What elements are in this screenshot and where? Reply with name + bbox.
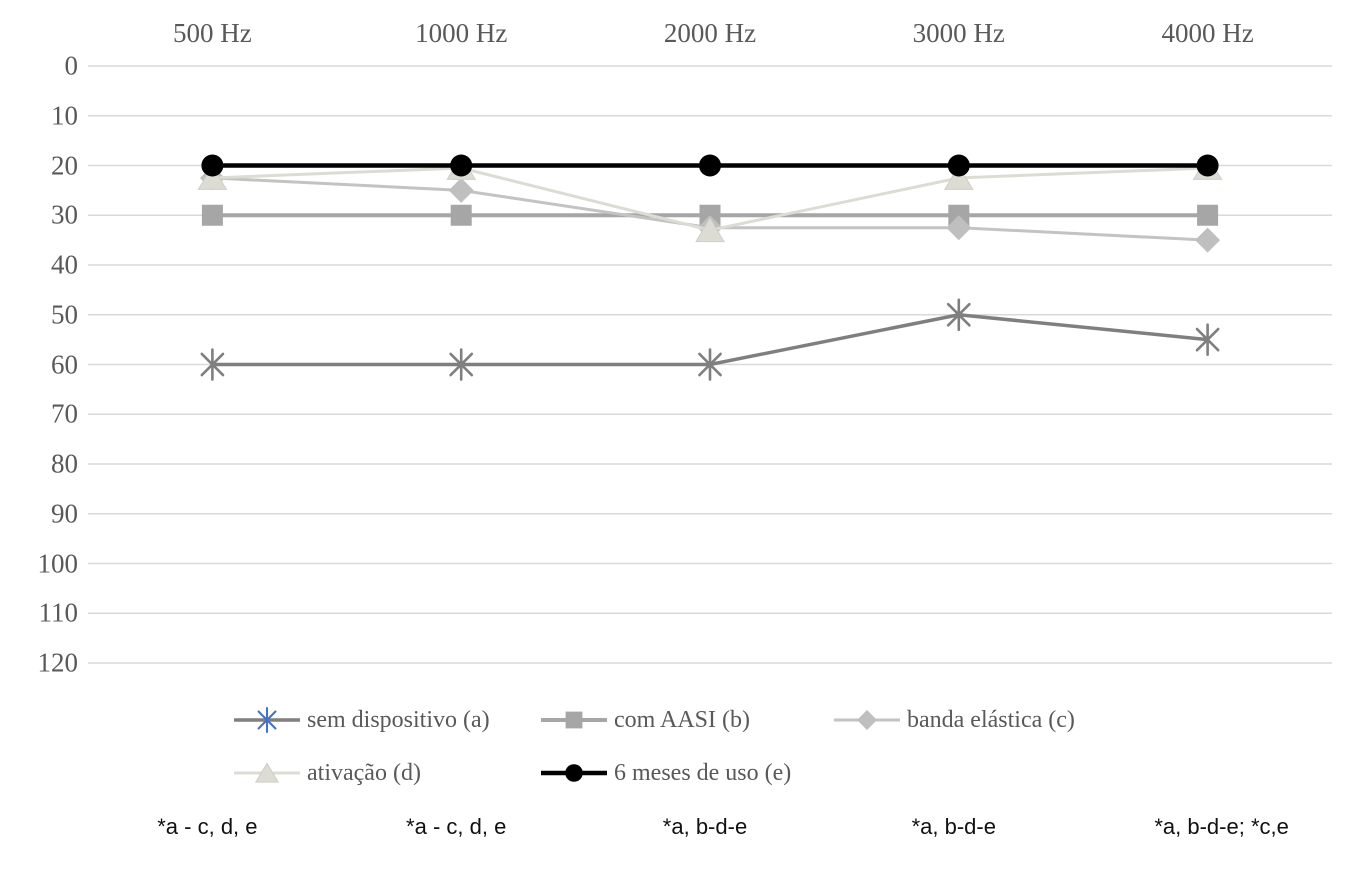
y-axis-label: 30	[51, 199, 78, 230]
asterisk-marker-icon	[698, 352, 722, 377]
diamond-marker-icon	[946, 215, 972, 241]
y-axis-label: 10	[51, 100, 78, 131]
circle-marker-icon	[565, 764, 583, 782]
annotation: *a - c, d, e	[406, 814, 507, 839]
circle-marker-icon	[699, 154, 721, 177]
legend-item: banda elástica (c)	[833, 705, 1075, 735]
legend-marker-icon	[234, 706, 300, 734]
legend-marker-icon	[541, 711, 607, 729]
triangle-marker-icon	[695, 217, 725, 243]
y-axis-label: 80	[51, 448, 78, 479]
legend-label: ativação (d)	[307, 759, 421, 786]
x-axis-label: 2000 Hz	[663, 18, 757, 48]
x-axis-label: 4000 Hz	[1161, 18, 1254, 48]
diamond-marker-icon	[1195, 227, 1221, 253]
square-marker-icon	[565, 711, 583, 729]
diamond-marker-icon	[857, 710, 877, 730]
x-axis-label: 500 Hz	[173, 18, 252, 48]
y-axis-label: 40	[51, 249, 78, 280]
legend-label: sem dispositivo (a)	[307, 706, 490, 733]
annotation: *a, b-d-e	[911, 814, 996, 839]
square-marker-icon	[1197, 204, 1219, 226]
asterisk-marker-icon	[449, 352, 474, 377]
x-axis-label: 3000 Hz	[912, 18, 1005, 48]
circle-marker-icon	[450, 154, 473, 177]
legend-marker-icon	[541, 764, 607, 782]
y-axis-label: 60	[51, 349, 78, 379]
annotation: *a, b-d-e; *c,e	[1154, 814, 1289, 839]
triangle-marker-icon	[197, 164, 228, 190]
legend-marker-icon	[834, 710, 900, 730]
diamond-marker-icon	[448, 177, 474, 203]
asterisk-marker-icon	[1195, 327, 1220, 352]
y-axis-label: 120	[37, 647, 79, 678]
y-axis-label: 90	[51, 498, 78, 529]
y-axis-label: 20	[51, 150, 78, 180]
legend-label: banda elástica (c)	[907, 706, 1075, 733]
legend-item: 6 meses de uso (e)	[540, 758, 791, 788]
legend-label: 6 meses de uso (e)	[614, 759, 792, 786]
y-axis-label: 0	[64, 50, 79, 81]
y-axis-label: 50	[51, 299, 78, 330]
triangle-marker-icon	[943, 164, 974, 190]
legend-label: com AASI (b)	[614, 706, 750, 733]
annotation: *a, b-d-e	[662, 814, 748, 839]
y-axis-label: 70	[51, 398, 78, 429]
y-axis-label: 100	[37, 548, 79, 578]
asterisk-marker-icon	[946, 302, 971, 327]
x-axis-label: 1000 Hz	[415, 18, 508, 48]
asterisk-marker-icon	[257, 710, 277, 730]
square-marker-icon	[450, 204, 472, 226]
legend-marker-icon	[234, 762, 300, 783]
circle-marker-icon	[201, 154, 224, 177]
circle-marker-icon	[1196, 154, 1219, 177]
triangle-marker-icon	[254, 762, 280, 783]
legend-item: com AASI (b)	[540, 705, 750, 735]
square-marker-icon	[201, 204, 223, 226]
annotation: *a - c, d, e	[157, 814, 258, 839]
y-axis-label: 110	[38, 597, 79, 628]
asterisk-marker-icon	[200, 352, 225, 377]
circle-marker-icon	[947, 154, 970, 177]
legend-item: sem dispositivo (a)	[233, 705, 490, 735]
legend-item: ativação (d)	[233, 758, 421, 788]
